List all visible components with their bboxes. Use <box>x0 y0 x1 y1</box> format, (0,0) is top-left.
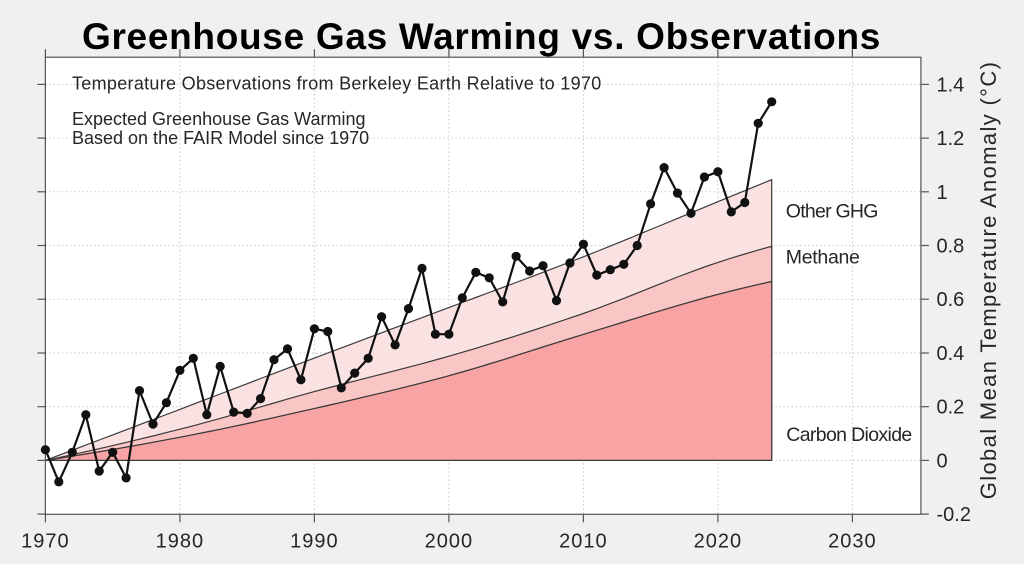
svg-text:Carbon Dioxide: Carbon Dioxide <box>786 424 911 446</box>
svg-text:-0.2: -0.2 <box>937 504 971 526</box>
svg-text:2030: 2030 <box>828 530 877 552</box>
svg-text:0: 0 <box>937 450 948 472</box>
svg-text:1980: 1980 <box>156 530 205 552</box>
svg-text:2020: 2020 <box>694 530 743 552</box>
svg-text:2010: 2010 <box>559 530 608 552</box>
svg-text:2000: 2000 <box>425 530 474 552</box>
svg-text:1990: 1990 <box>290 530 339 552</box>
svg-text:Greenhouse Gas Warming vs. Obs: Greenhouse Gas Warming vs. Observations <box>82 16 881 57</box>
svg-text:0.2: 0.2 <box>937 397 965 419</box>
svg-text:Other GHG: Other GHG <box>786 200 878 222</box>
svg-text:Methane: Methane <box>786 246 860 268</box>
svg-text:Expected Greenhouse Gas Warmin: Expected Greenhouse Gas Warming <box>72 109 365 129</box>
svg-text:1.4: 1.4 <box>937 74 965 96</box>
svg-text:1: 1 <box>937 182 948 204</box>
svg-text:Temperature Observations from: Temperature Observations from Berkeley E… <box>72 74 602 94</box>
svg-text:0.8: 0.8 <box>937 236 965 258</box>
svg-text:Global Mean Temperature Anomal: Global Mean Temperature Anomaly (°C) <box>976 61 1001 500</box>
svg-text:0.4: 0.4 <box>937 343 965 365</box>
svg-text:1.2: 1.2 <box>937 128 965 150</box>
svg-text:1970: 1970 <box>21 530 70 552</box>
svg-text:Based on the FAIR Model since: Based on the FAIR Model since 1970 <box>72 128 369 148</box>
svg-text:0.6: 0.6 <box>937 289 965 311</box>
